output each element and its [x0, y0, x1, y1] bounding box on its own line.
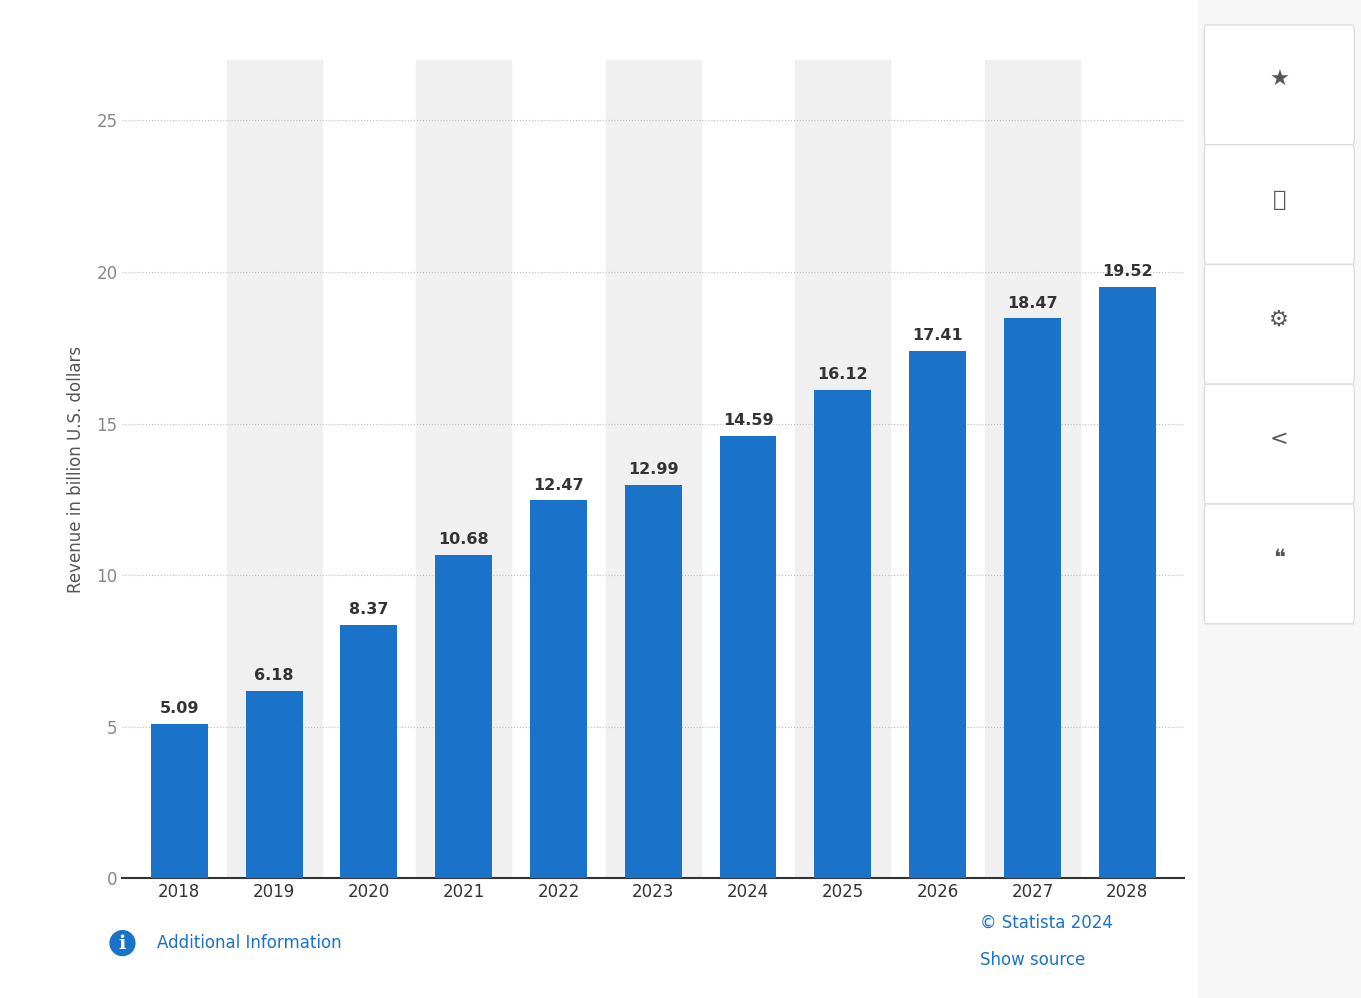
- Bar: [985, 60, 1079, 878]
- Bar: [1098, 286, 1155, 878]
- Text: 19.52: 19.52: [1102, 264, 1153, 279]
- Bar: [529, 500, 587, 878]
- Bar: [625, 484, 682, 878]
- Text: 12.47: 12.47: [534, 478, 584, 493]
- Text: ❝: ❝: [1274, 549, 1285, 569]
- Bar: [795, 60, 890, 878]
- Text: 🔔: 🔔: [1273, 190, 1286, 210]
- Bar: [720, 436, 777, 878]
- Text: ★: ★: [1270, 70, 1289, 90]
- FancyBboxPatch shape: [1204, 264, 1354, 384]
- Text: ℹ: ℹ: [118, 933, 127, 953]
- Text: ⚙: ⚙: [1270, 309, 1289, 329]
- Text: 8.37: 8.37: [350, 602, 389, 617]
- Text: © Statista 2024: © Statista 2024: [980, 914, 1113, 932]
- Text: 12.99: 12.99: [627, 462, 679, 477]
- FancyBboxPatch shape: [1204, 384, 1354, 504]
- Text: 17.41: 17.41: [912, 328, 964, 343]
- Text: 16.12: 16.12: [818, 367, 868, 382]
- Bar: [246, 691, 302, 878]
- FancyBboxPatch shape: [1204, 25, 1354, 145]
- Text: 18.47: 18.47: [1007, 295, 1057, 310]
- Bar: [909, 350, 966, 878]
- Bar: [416, 60, 512, 878]
- FancyBboxPatch shape: [1204, 145, 1354, 264]
- Text: 14.59: 14.59: [723, 413, 773, 428]
- Bar: [814, 389, 871, 878]
- Text: 5.09: 5.09: [159, 702, 199, 717]
- Bar: [340, 625, 397, 878]
- Bar: [606, 60, 701, 878]
- Y-axis label: Revenue in billion U.S. dollars: Revenue in billion U.S. dollars: [68, 345, 86, 593]
- Text: Additional Information: Additional Information: [157, 934, 342, 952]
- Bar: [151, 724, 208, 878]
- Text: <: <: [1270, 429, 1289, 449]
- Bar: [436, 555, 493, 878]
- Bar: [1004, 318, 1060, 878]
- Text: Show source: Show source: [980, 951, 1085, 969]
- FancyBboxPatch shape: [1204, 504, 1354, 624]
- Text: 10.68: 10.68: [438, 532, 489, 547]
- Bar: [227, 60, 321, 878]
- Text: 6.18: 6.18: [255, 669, 294, 684]
